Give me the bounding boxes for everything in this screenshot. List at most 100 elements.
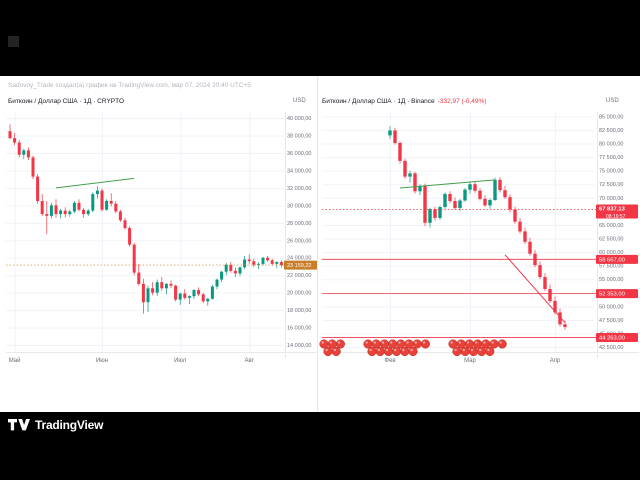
svg-text:85 000,00: 85 000,00 — [599, 114, 623, 120]
emoji-highlight — [414, 341, 417, 344]
red-circle-emoji-icon — [371, 339, 381, 349]
red-circle-emoji-icon — [468, 346, 478, 357]
price-level-label: 44 263,00 — [596, 333, 638, 343]
emoji-highlight — [450, 341, 453, 344]
emoji-sticker-cluster[interactable] — [448, 339, 507, 357]
emoji-highlight — [381, 341, 385, 344]
tradingview-logo-icon — [8, 419, 30, 431]
candles-series — [8, 124, 283, 314]
emoji-highlight — [402, 348, 405, 352]
price-change-text: -332,97 (-0,49%) — [437, 98, 487, 105]
emoji-highlight — [410, 348, 413, 352]
emoji-highlight — [398, 341, 401, 344]
emoji-highlight — [373, 341, 376, 344]
trendline[interactable] — [504, 254, 566, 324]
svg-text:70 000,00: 70 000,00 — [599, 196, 623, 202]
pane-divider[interactable] — [317, 76, 318, 412]
svg-text:32 000,00: 32 000,00 — [287, 186, 311, 192]
tradingview-logo[interactable]: TradingView — [8, 418, 103, 432]
red-circle-emoji-icon — [367, 346, 377, 357]
symbol-legend-left[interactable]: Биткоин / Доллар США · 1Д · CRYPTO — [8, 98, 124, 105]
emoji-highlight — [475, 341, 478, 344]
candles-series — [388, 126, 567, 330]
grid-lines — [322, 112, 594, 352]
red-circle-emoji-icon — [489, 339, 499, 349]
svg-text:Июл: Июл — [174, 358, 187, 364]
emoji-highlight — [377, 348, 380, 352]
emoji-highlight — [491, 341, 494, 344]
svg-text:22 000,00: 22 000,00 — [287, 273, 311, 279]
svg-text:Апр: Апр — [550, 358, 561, 364]
svg-text:44 263,00: 44 263,00 — [599, 336, 625, 342]
svg-text:57 500,00: 57 500,00 — [599, 264, 623, 270]
emoji-highlight — [321, 341, 324, 344]
svg-text:28 000,00: 28 000,00 — [287, 221, 311, 227]
time-axis[interactable]: Май Июн Июл Авг — [9, 357, 255, 364]
trendline[interactable] — [399, 179, 496, 189]
emoji-sticker-cluster[interactable] — [319, 339, 345, 357]
red-circle-emoji-icon — [379, 339, 389, 349]
svg-text:77 500,00: 77 500,00 — [599, 155, 623, 161]
video-overlay-artifact — [8, 36, 19, 47]
red-circle-emoji-icon — [408, 346, 418, 357]
emoji-highlight — [365, 341, 368, 344]
emoji-highlight — [454, 348, 457, 352]
svg-text:Май: Май — [9, 357, 21, 364]
red-circle-emoji-icon — [388, 339, 398, 349]
svg-text:34 000,00: 34 000,00 — [287, 168, 311, 174]
price-level-label: 58 667,00 — [596, 254, 638, 264]
svg-text:52 353,00: 52 353,00 — [599, 292, 625, 298]
red-circle-emoji-icon — [363, 339, 373, 349]
time-axis[interactable]: Фев Мар Апр — [384, 358, 561, 364]
price-axis[interactable]: 85 000,00 82 500,00 80 000,00 77 500,00 75 0… — [599, 114, 623, 351]
price-axis[interactable]: 40 000,00 38 000,00 36 000,00 34 000,00 32 0… — [287, 116, 311, 349]
chart-sheet: Sadovoy_Trade создал(а) график на Tradin… — [0, 76, 640, 412]
attribution-text: Sadovoy_Trade создал(а) график на Tradin… — [8, 82, 251, 89]
svg-text:26 000,00: 26 000,00 — [287, 238, 311, 244]
red-circle-emoji-icon — [327, 339, 337, 349]
red-circle-emoji-icon — [335, 339, 345, 349]
tradingview-logo-text: TradingView — [35, 418, 104, 432]
svg-text:75 000,00: 75 000,00 — [599, 169, 623, 175]
svg-text:80 000,00: 80 000,00 — [599, 141, 623, 147]
red-circle-emoji-icon — [460, 346, 470, 357]
emoji-highlight — [390, 341, 393, 344]
svg-text:82 500,00: 82 500,00 — [599, 128, 623, 134]
red-circle-emoji-icon — [319, 339, 329, 349]
svg-text:40 000,00: 40 000,00 — [287, 116, 311, 122]
grid-lines — [6, 112, 284, 352]
svg-text:42 500,00: 42 500,00 — [599, 345, 623, 351]
symbol-title-right: Биткоин / Доллар США · 1Д · Binance — [322, 98, 435, 105]
svg-text:14 000,00: 14 000,00 — [287, 343, 311, 349]
svg-text:Фев: Фев — [384, 358, 395, 364]
svg-text:23 159,22: 23 159,22 — [287, 263, 311, 269]
currency-label-right: USD — [606, 98, 619, 104]
svg-text:55 000,00: 55 000,00 — [599, 277, 623, 283]
red-circle-emoji-icon — [497, 339, 507, 349]
svg-text:36 000,00: 36 000,00 — [287, 151, 311, 157]
red-circle-emoji-icon — [473, 339, 483, 349]
emoji-highlight — [479, 348, 482, 352]
red-circle-emoji-icon — [448, 339, 458, 349]
red-circle-emoji-icon — [375, 346, 385, 357]
emoji-sticker-cluster[interactable] — [363, 339, 430, 357]
emoji-highlight — [462, 348, 465, 352]
emoji-highlight — [369, 348, 372, 352]
trendline[interactable] — [55, 177, 135, 189]
svg-text:65 000,00: 65 000,00 — [599, 223, 623, 229]
red-circle-emoji-icon — [400, 346, 410, 357]
svg-text:24 000,00: 24 000,00 — [287, 256, 311, 262]
svg-text:Мар: Мар — [464, 358, 476, 364]
svg-text:58 667,00: 58 667,00 — [599, 257, 625, 263]
right-chart-pane[interactable]: 85 000,00 82 500,00 80 000,00 77 500,00 75 0… — [319, 112, 639, 364]
symbol-legend-right[interactable]: Биткоин / Доллар США · 1Д · Binance -332,… — [322, 98, 486, 105]
emoji-highlight — [406, 341, 409, 344]
svg-text:62 500,00: 62 500,00 — [599, 237, 623, 243]
emoji-highlight — [394, 348, 397, 352]
svg-text:72 500,00: 72 500,00 — [599, 182, 623, 188]
emoji-highlight — [337, 341, 341, 344]
left-chart-pane[interactable]: 40 000,00 38 000,00 36 000,00 34 000,00 32 0… — [6, 112, 317, 364]
red-circle-emoji-icon — [323, 346, 333, 357]
svg-text:20 000,00: 20 000,00 — [287, 291, 311, 297]
